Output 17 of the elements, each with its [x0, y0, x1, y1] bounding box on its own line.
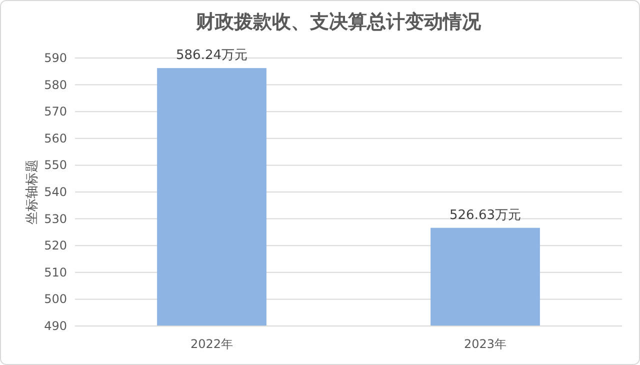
y-tick-label: 520 [44, 238, 67, 253]
chart-title: 财政拨款收、支决算总计变动情况 [195, 11, 482, 33]
data-label: 586.24万元 [176, 48, 248, 64]
y-tick-label: 560 [44, 131, 67, 146]
y-tick-label: 580 [44, 78, 67, 92]
y-axis-title: 坐标轴标题 [25, 160, 40, 224]
x-tick-label: 2023年 [464, 337, 507, 351]
y-tick-label: 500 [44, 292, 67, 306]
x-tick-label: 2022年 [190, 337, 234, 351]
y-tick-label: 490 [44, 319, 67, 333]
y-tick-label: 530 [44, 212, 67, 226]
y-tick-label: 540 [44, 185, 67, 199]
y-tick-label: 570 [44, 104, 67, 119]
data-label: 526.63万元 [450, 208, 521, 223]
y-tick-label: 510 [44, 265, 67, 280]
y-tick-label: 590 [44, 51, 67, 65]
y-tick-label: 550 [44, 158, 67, 172]
